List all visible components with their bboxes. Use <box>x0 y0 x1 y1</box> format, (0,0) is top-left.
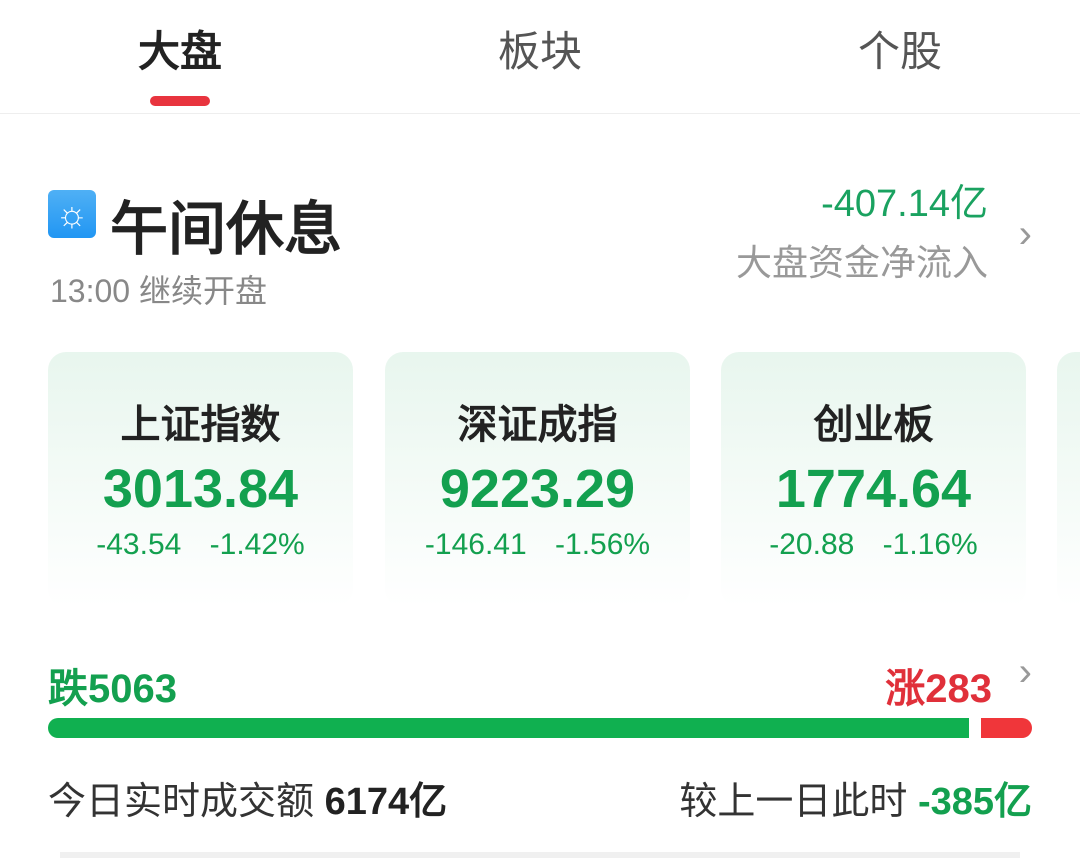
index-pct: -1.56% <box>555 528 651 561</box>
index-name: 创业板 <box>813 403 934 447</box>
fund-flow-value[interactable]: -407.14亿 <box>821 183 988 225</box>
tab-bar: 大盘 板块 个股 <box>0 0 1080 114</box>
breadth-bar-rise <box>981 718 1032 738</box>
index-value: 1774.64 <box>775 459 972 519</box>
market-status-subtitle: 13:00 继续开盘 <box>50 273 267 309</box>
index-pct: -1.42% <box>209 528 305 561</box>
rising-count[interactable]: 涨283 <box>885 667 992 711</box>
compare-label: 较上一日此时 <box>679 781 908 823</box>
index-card-partial[interactable] <box>1057 352 1080 607</box>
index-card-sh[interactable]: 上证指数 3013.84 -43.54 -1.42% <box>48 352 353 607</box>
chevron-right-icon[interactable]: › <box>1018 212 1032 256</box>
chevron-right-icon[interactable]: › <box>1018 650 1032 694</box>
turnover-compare: 较上一日此时 -385亿 <box>679 770 1032 825</box>
active-tab-indicator <box>150 96 210 106</box>
turnover-label: 今日实时成交额 <box>48 781 315 823</box>
breadth-bar <box>48 718 1032 738</box>
tab-stocks[interactable]: 个股 <box>857 28 942 75</box>
tab-sectors[interactable]: 板块 <box>497 28 582 75</box>
fund-flow-label[interactable]: 大盘资金净流入 <box>735 242 988 283</box>
index-value: 9223.29 <box>439 459 636 519</box>
market-status-title: 午间休息 <box>110 197 343 262</box>
index-change: -20.88 <box>769 528 855 561</box>
index-change: -43.54 <box>96 528 182 561</box>
index-change: -146.41 <box>424 528 527 561</box>
index-name: 深证成指 <box>457 403 618 447</box>
index-pct: -1.16% <box>882 528 978 561</box>
sun-icon: ☼ <box>48 190 96 238</box>
index-card-cyb[interactable]: 创业板 1774.64 -20.88 -1.16% <box>721 352 1026 607</box>
turnover: 今日实时成交额 6174亿 <box>48 770 447 825</box>
divider <box>60 852 1020 858</box>
tab-market[interactable]: 大盘 <box>137 28 222 75</box>
falling-count: 跌5063 <box>48 667 177 711</box>
index-value: 3013.84 <box>102 459 299 519</box>
turnover-value: 6174亿 <box>324 781 448 823</box>
index-name: 上证指数 <box>120 403 281 447</box>
index-card-sz[interactable]: 深证成指 9223.29 -146.41 -1.56% <box>385 352 690 607</box>
breadth-bar-fall <box>48 718 969 738</box>
compare-value: -385亿 <box>917 781 1032 823</box>
